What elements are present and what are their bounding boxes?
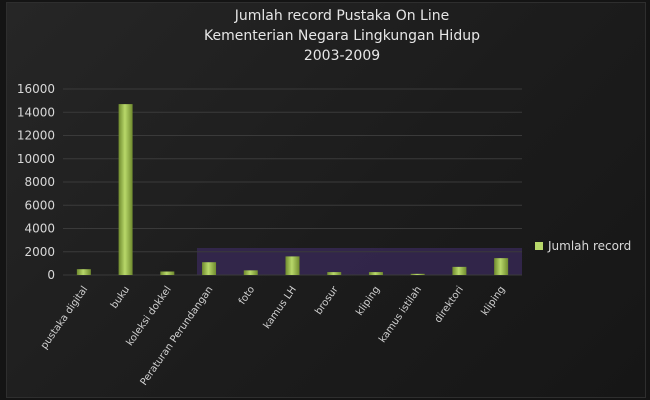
legend-label: Jumlah record: [547, 239, 631, 253]
y-tick-label: 16000: [17, 82, 55, 96]
chart-title-line-3: 2003-2009: [304, 48, 380, 64]
x-tick-label: kamus istilah: [377, 284, 424, 345]
y-tick-label: 10000: [17, 152, 55, 166]
x-tick-label: foto: [237, 284, 257, 306]
gridlines: [63, 88, 522, 276]
y-tick-label: 4000: [24, 222, 55, 236]
y-tick-label: 12000: [17, 129, 55, 143]
bar: [76, 269, 91, 275]
bar: [452, 266, 467, 275]
chart-title: Jumlah record Pustaka On Line Kementerian…: [204, 8, 480, 64]
x-tick-label: kliping: [480, 284, 508, 317]
bar: [285, 256, 300, 275]
y-tick-label: 6000: [24, 198, 55, 212]
x-tick-label: pustaka digital: [39, 284, 90, 351]
x-tick-label: direktori: [433, 284, 466, 325]
bar-chart: Jumlah record Pustaka On Line Kementerian…: [17, 8, 631, 388]
chart-title-line-1: Jumlah record Pustaka On Line: [234, 8, 449, 24]
bar: [202, 262, 217, 275]
y-tick-label: 8000: [24, 175, 55, 189]
x-tick-label: brosur: [313, 284, 341, 317]
x-tick-label: kliping: [354, 284, 382, 317]
bar: [243, 270, 258, 275]
bars: [76, 104, 509, 275]
legend: Jumlah record: [535, 239, 631, 253]
chart-title-line-2: Kementerian Negara Lingkungan Hidup: [204, 28, 480, 44]
bar: [368, 272, 383, 275]
x-tick-label: kamus LH: [262, 284, 299, 331]
x-tick-label: koleksi dokkel: [125, 284, 174, 348]
bar: [118, 104, 133, 275]
y-tick-label: 2000: [24, 245, 55, 259]
y-tick-label: 0: [47, 268, 55, 282]
bar: [494, 258, 509, 275]
bar: [410, 273, 425, 275]
x-tick-label: Peraturan Perundangan: [139, 284, 216, 387]
x-tick-label: buku: [109, 284, 132, 310]
chart-frame: Jumlah record Pustaka On Line Kementerian…: [6, 2, 646, 398]
y-tick-label: 14000: [17, 105, 55, 119]
bar: [327, 272, 342, 275]
y-axis-ticks: 0 2000 4000 6000 8000 10000 12000 14000 16000: [17, 82, 55, 282]
bar: [160, 271, 175, 275]
legend-swatch: [535, 242, 543, 250]
